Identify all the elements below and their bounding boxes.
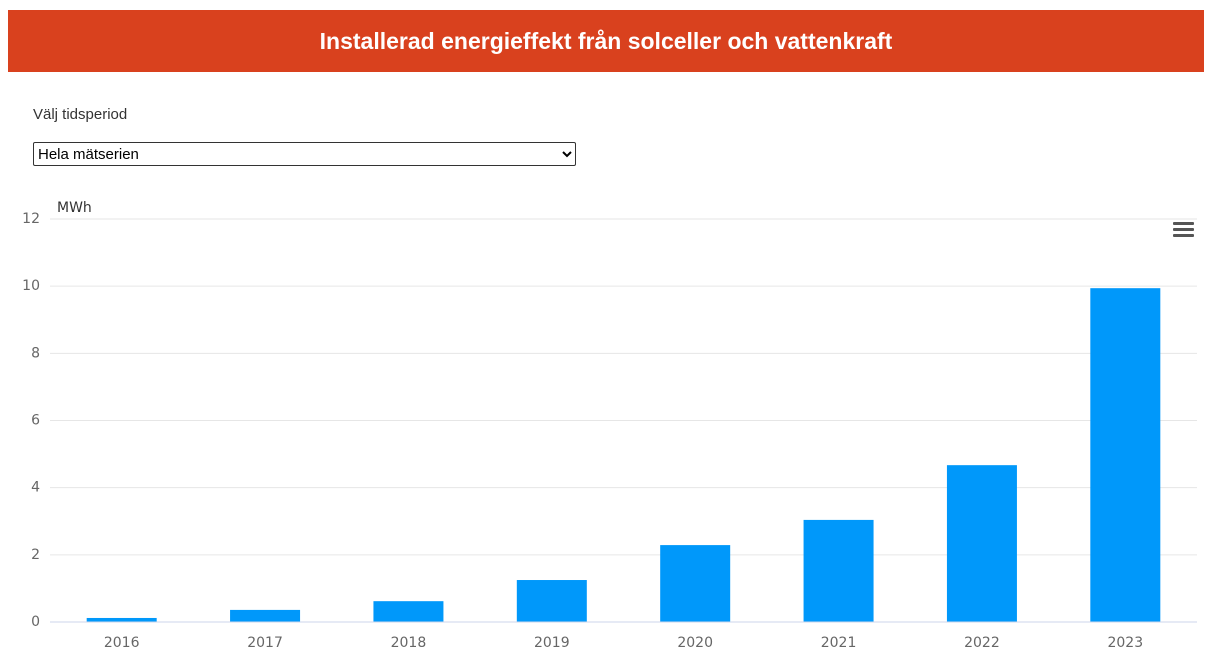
x-tick-label: 2016 bbox=[104, 635, 140, 651]
menu-bar bbox=[1173, 222, 1194, 225]
header-title: Installerad energieffekt från solceller … bbox=[8, 10, 1204, 72]
y-tick-label: 6 bbox=[31, 413, 40, 429]
x-tick-label: 2018 bbox=[391, 635, 427, 651]
x-tick-label: 2020 bbox=[677, 635, 713, 651]
x-tick-label: 2021 bbox=[821, 635, 857, 651]
x-tick-label: 2017 bbox=[247, 635, 283, 651]
y-axis-unit: MWh bbox=[57, 200, 92, 216]
y-tick-label: 12 bbox=[22, 211, 40, 227]
bar bbox=[373, 601, 444, 622]
y-tick-label: 0 bbox=[31, 614, 40, 630]
menu-button[interactable] bbox=[1173, 222, 1194, 237]
x-tick-label: 2022 bbox=[964, 635, 1000, 651]
bar bbox=[803, 519, 874, 622]
menu-bar bbox=[1173, 234, 1194, 237]
bar bbox=[230, 609, 301, 622]
bar bbox=[946, 465, 1017, 622]
bar bbox=[516, 580, 587, 622]
y-tick-label: 10 bbox=[22, 278, 40, 294]
period-select[interactable]: Hela mätserien bbox=[33, 142, 576, 166]
x-tick-label: 2023 bbox=[1107, 635, 1143, 651]
bar bbox=[660, 545, 731, 622]
bar bbox=[86, 617, 157, 622]
period-label: Välj tidsperiod bbox=[33, 106, 128, 123]
bar bbox=[1090, 288, 1161, 622]
menu-bar bbox=[1173, 228, 1194, 231]
chart: MWh 0 2 4 6 8 10 12 2016 2017 2018 2019 2020 2021 202… bbox=[22, 200, 1197, 651]
x-tick-label: 2019 bbox=[534, 635, 570, 651]
y-tick-label: 2 bbox=[31, 547, 40, 563]
y-tick-label: 8 bbox=[31, 345, 40, 361]
y-tick-label: 4 bbox=[31, 480, 40, 496]
